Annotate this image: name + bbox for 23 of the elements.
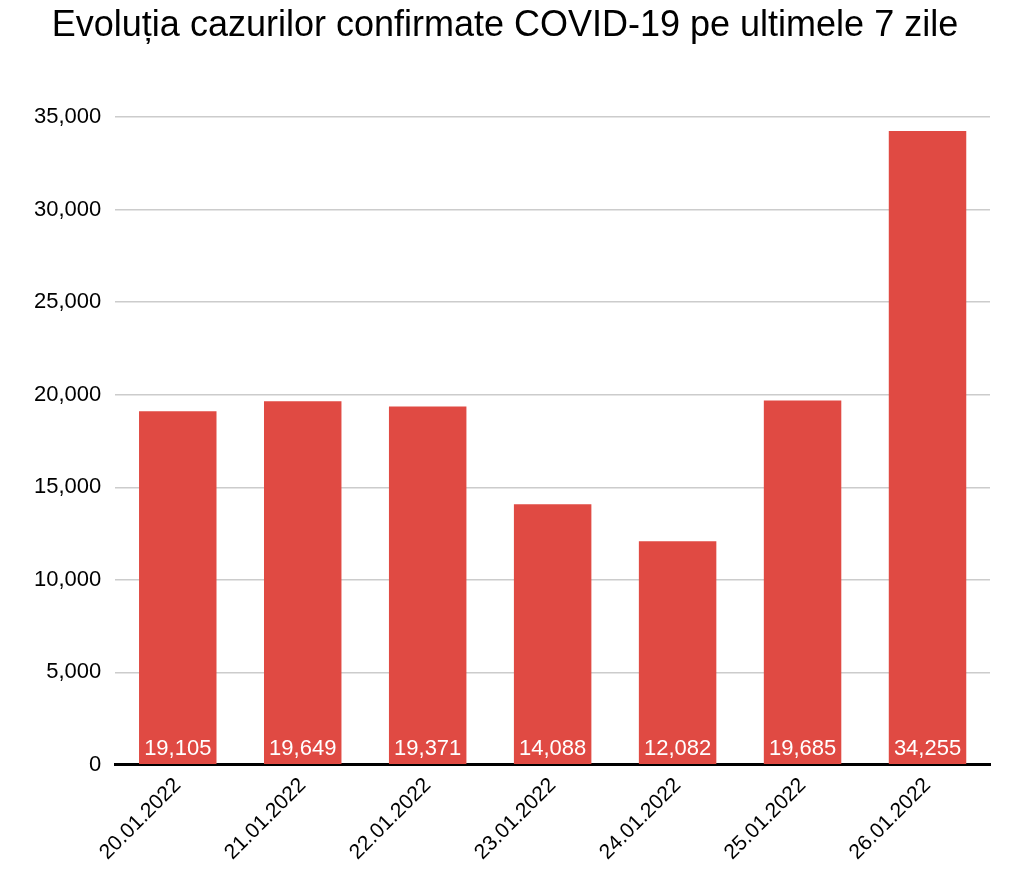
- data-label: 19,371: [394, 735, 462, 761]
- data-label: 14,088: [519, 735, 587, 761]
- data-label: 19,649: [269, 735, 337, 761]
- data-label: 12,082: [643, 735, 712, 761]
- y-tick-label: 25,000: [33, 288, 102, 314]
- chart-title: Evoluția cazurilor confirmate COVID-19 pe ultimele 7 zile: [51, 2, 959, 44]
- bar: [763, 400, 842, 765]
- y-tick-label: 10,000: [33, 565, 102, 591]
- y-tick-label: 15,000: [33, 473, 102, 499]
- bar: [513, 504, 592, 765]
- y-tick-label: 0: [89, 750, 102, 776]
- bar: [388, 406, 467, 765]
- bar: [638, 541, 717, 765]
- data-label: 34,255: [893, 735, 962, 761]
- data-label: 19,685: [768, 735, 837, 761]
- y-tick-label: 30,000: [33, 195, 102, 221]
- bar: [888, 130, 967, 765]
- bar: [263, 401, 342, 765]
- y-tick-label: 20,000: [33, 380, 102, 406]
- y-tick-label: 35,000: [33, 103, 102, 129]
- y-tick-label: 5,000: [46, 658, 102, 684]
- data-label: 19,105: [144, 735, 212, 761]
- bar: [139, 411, 217, 765]
